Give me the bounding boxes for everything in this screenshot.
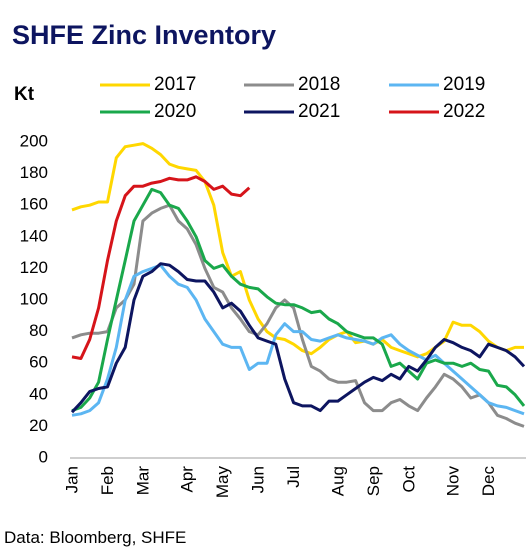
series-line — [71, 187, 526, 413]
chart-title: SHFE Zinc Inventory — [12, 20, 276, 50]
legend-label: 2020 — [154, 101, 196, 122]
x-tick-label: May — [213, 466, 232, 499]
x-tick-label: Dec — [479, 466, 498, 497]
y-tick-label: 0 — [39, 447, 48, 466]
x-tick-label: Feb — [98, 466, 117, 495]
y-tick-label: 20 — [29, 416, 48, 435]
x-tick-label: Jan — [62, 466, 81, 493]
legend-label: 2022 — [443, 101, 485, 122]
x-tick-label: Aug — [328, 466, 347, 496]
x-tick-label: Mar — [133, 466, 152, 496]
legend-label: 2019 — [443, 74, 485, 95]
y-tick-label: 60 — [29, 353, 48, 372]
series-line — [71, 263, 525, 417]
y-axis-label: Kt — [14, 84, 35, 105]
y-tick-label: 160 — [20, 195, 48, 214]
x-tick-label: Jul — [284, 466, 303, 488]
source-note: Data: Bloomberg, SHFE — [4, 528, 186, 547]
series-line — [71, 142, 524, 359]
y-tick-label: 180 — [20, 163, 48, 182]
x-tick-label: Jun — [249, 466, 268, 493]
y-tick-label: 100 — [20, 289, 48, 308]
x-tick-label: Apr — [178, 466, 197, 493]
legend-label: 2018 — [298, 74, 340, 95]
series-line — [71, 175, 251, 360]
x-tick-label: Nov — [444, 466, 463, 497]
y-tick-label: 120 — [20, 258, 48, 277]
y-tick-label: 40 — [29, 384, 48, 403]
legend-label: 2017 — [154, 74, 196, 95]
series-line — [70, 262, 526, 414]
x-tick-label: Sep — [364, 466, 383, 496]
series-line — [71, 203, 525, 428]
y-tick-label: 80 — [29, 321, 48, 340]
y-tick-label: 200 — [20, 131, 48, 150]
y-tick-label: 140 — [20, 226, 48, 245]
x-tick-label: Oct — [399, 466, 418, 493]
legend-label: 2021 — [298, 101, 340, 122]
